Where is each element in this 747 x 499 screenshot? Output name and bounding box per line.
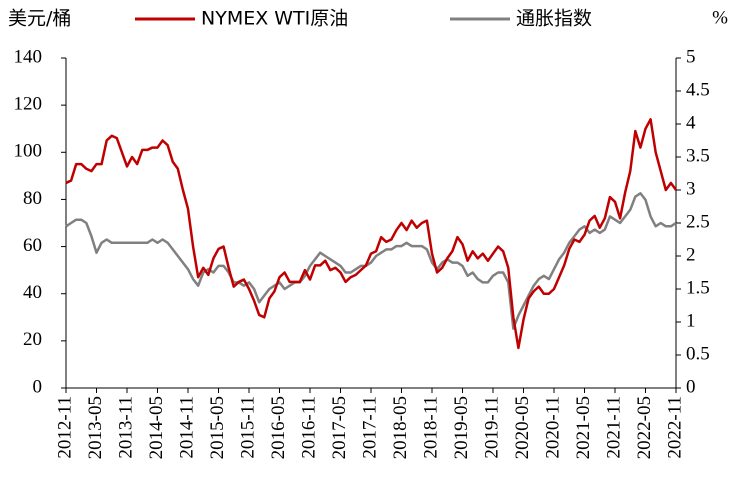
y-tick-label: 40: [23, 282, 42, 303]
y-tick-label: 100: [14, 141, 43, 162]
x-tick-label: 2022-11: [664, 396, 685, 459]
x-tick-label: 2019-05: [451, 396, 472, 459]
x-tick-label: 2014-11: [176, 396, 197, 459]
y2-axis-label: %: [712, 7, 728, 28]
y2-tick-label: 0: [686, 376, 696, 397]
x-tick-label: 2015-05: [207, 396, 228, 459]
y2-tick-label: 4: [686, 112, 696, 133]
x-tick-label: 2015-11: [237, 396, 258, 459]
x-tick-label: 2012-11: [54, 396, 75, 459]
y2-tick-label: 5: [686, 46, 696, 67]
x-tick-label: 2020-11: [542, 396, 563, 459]
legend-label: NYMEX WTI原油: [201, 8, 348, 30]
y-tick-label: 140: [14, 46, 43, 67]
y2-tick-label: 4.5: [686, 79, 710, 100]
y2-tick-label: 3: [686, 178, 696, 199]
x-tick-label: 2016-05: [268, 396, 289, 459]
series-line: [65, 118, 678, 350]
x-tick-label: 2017-11: [359, 396, 380, 459]
y-tick-label: 0: [33, 376, 43, 397]
y2-tick-label: 1.5: [686, 277, 710, 298]
y2-tick-label: 2: [686, 244, 696, 265]
y2-tick-label: 3.5: [686, 145, 710, 166]
x-tick-label: 2013-11: [115, 396, 136, 459]
x-tick-label: 2021-05: [573, 396, 594, 459]
x-tick-label: 2014-05: [146, 396, 167, 459]
x-tick-label: 2021-11: [603, 396, 624, 459]
series-line: [65, 192, 677, 330]
y2-tick-label: 2.5: [686, 211, 710, 232]
x-tick-label: 2019-11: [481, 396, 502, 459]
x-tick-label: 2018-11: [420, 396, 441, 459]
y-tick-label: 80: [23, 188, 42, 209]
x-tick-label: 2018-05: [390, 396, 411, 459]
legend-label: 通胀指数: [516, 8, 592, 30]
y-tick-label: 60: [23, 235, 42, 256]
x-tick-label: 2022-05: [634, 396, 655, 459]
y-axis-label: 美元/桶: [8, 8, 71, 30]
y2-tick-label: 0.5: [686, 343, 710, 364]
y2-tick-label: 1: [686, 310, 696, 331]
x-tick-label: 2016-11: [298, 396, 319, 459]
x-tick-label: 2020-05: [512, 396, 533, 459]
y-tick-label: 20: [23, 329, 42, 350]
x-tick-label: 2013-05: [85, 396, 106, 459]
x-tick-label: 2017-05: [329, 396, 350, 459]
y-tick-label: 120: [14, 94, 43, 115]
